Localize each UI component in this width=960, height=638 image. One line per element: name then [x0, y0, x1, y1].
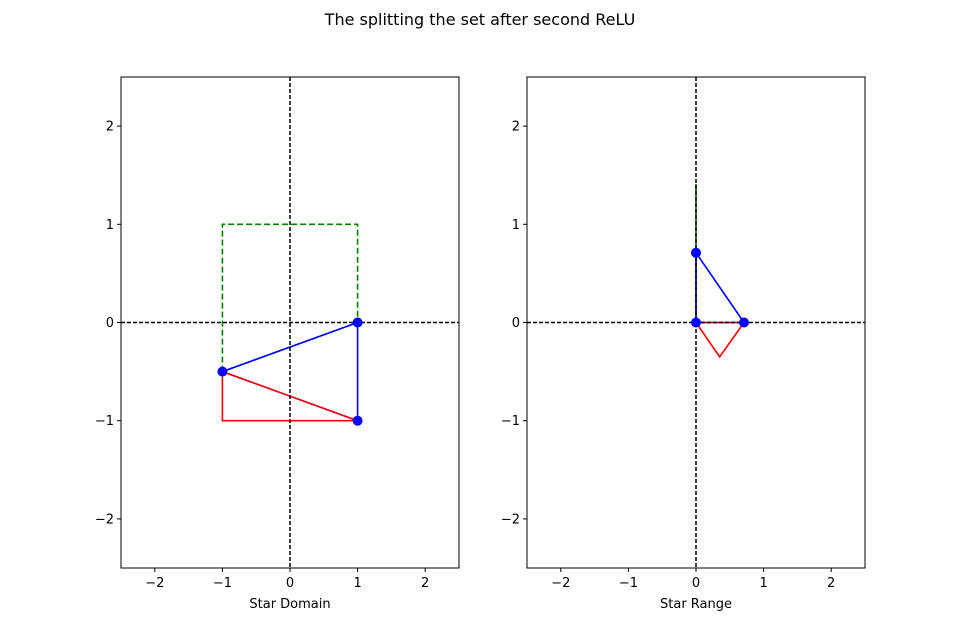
panel-1-y-tick-label-2: −1 — [95, 414, 114, 429]
panel-2-x-axis-label: Star Range — [660, 597, 732, 612]
panel-1-x-tick-label-1: −2 — [145, 576, 164, 591]
panel-1-y-tick-label-1: −2 — [95, 512, 114, 527]
panel-1-x-tick-label-2: −1 — [213, 576, 232, 591]
panel-2-x-tick-label-5: 2 — [827, 576, 835, 591]
panel-2-y-tick-label-3: 0 — [512, 316, 520, 331]
panel-2-x-tick-label-2: −1 — [619, 576, 638, 591]
panel-2-x-tick-label-3: 0 — [692, 576, 700, 591]
panel-1-y-tick-label-3: 0 — [106, 316, 114, 331]
panel-1-x-axis-label: Star Domain — [249, 597, 330, 612]
panel-2-y-tick-label-1: −2 — [501, 512, 520, 527]
panel-1-y-tick-label-5: 2 — [106, 120, 114, 135]
panel-2-y-tick-label-4: 1 — [512, 218, 520, 233]
panel-2-y-tick-label-2: −1 — [501, 414, 520, 429]
panel-2-series-2-line — [695, 250, 746, 324]
panel-2-x-tick-label-4: 1 — [759, 576, 767, 591]
panel-2-x-tick-label-1: −2 — [551, 576, 570, 591]
panel-1-x-tick-label-4: 1 — [353, 576, 361, 591]
panel-1-series-2-point-1 — [352, 317, 363, 328]
panel-1-x-tick-label-3: 0 — [286, 576, 294, 591]
panel-2-series-2-point-2 — [738, 317, 749, 328]
panel-1-x-tick-label-5: 2 — [421, 576, 429, 591]
figure-title: The splitting the set after second ReLU — [324, 10, 636, 29]
panel-1-series-2-point-2 — [352, 415, 363, 426]
panel-1-y-tick-label-4: 1 — [106, 218, 114, 233]
panel-2-series-2-point-3 — [691, 317, 701, 328]
panel-2-series-2-point-1 — [691, 247, 701, 258]
panel-2-series-3-line — [694, 321, 746, 359]
panel-1-series-2-point-3 — [217, 366, 228, 377]
panel-2-y-tick-label-5: 2 — [512, 120, 520, 135]
